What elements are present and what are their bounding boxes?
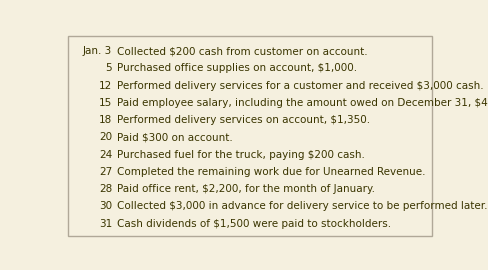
Text: 24: 24	[99, 150, 112, 160]
Text: Paid $300 on account.: Paid $300 on account.	[117, 132, 233, 142]
Text: 27: 27	[99, 167, 112, 177]
Text: Paid employee salary, including the amount owed on December 31, $4,100.: Paid employee salary, including the amou…	[117, 98, 488, 108]
Text: Purchased office supplies on account, $1,000.: Purchased office supplies on account, $1…	[117, 63, 357, 73]
Text: Performed delivery services for a customer and received $3,000 cash.: Performed delivery services for a custom…	[117, 81, 484, 91]
Text: Paid office rent, $2,200, for the month of January.: Paid office rent, $2,200, for the month …	[117, 184, 375, 194]
Text: Performed delivery services on account, $1,350.: Performed delivery services on account, …	[117, 115, 370, 125]
Text: Jan. 3: Jan. 3	[83, 46, 112, 56]
Text: 28: 28	[99, 184, 112, 194]
Text: 5: 5	[105, 63, 112, 73]
Text: 15: 15	[99, 98, 112, 108]
Text: 30: 30	[99, 201, 112, 211]
Text: Cash dividends of $1,500 were paid to stockholders.: Cash dividends of $1,500 were paid to st…	[117, 219, 391, 229]
Text: 20: 20	[99, 132, 112, 142]
FancyBboxPatch shape	[68, 36, 432, 236]
Text: 18: 18	[99, 115, 112, 125]
Text: Completed the remaining work due for Unearned Revenue.: Completed the remaining work due for Une…	[117, 167, 426, 177]
Text: Collected $3,000 in advance for delivery service to be performed later.: Collected $3,000 in advance for delivery…	[117, 201, 488, 211]
Text: Collected $200 cash from customer on account.: Collected $200 cash from customer on acc…	[117, 46, 367, 56]
Text: Purchased fuel for the truck, paying $200 cash.: Purchased fuel for the truck, paying $20…	[117, 150, 365, 160]
Text: 12: 12	[99, 81, 112, 91]
Text: 31: 31	[99, 219, 112, 229]
